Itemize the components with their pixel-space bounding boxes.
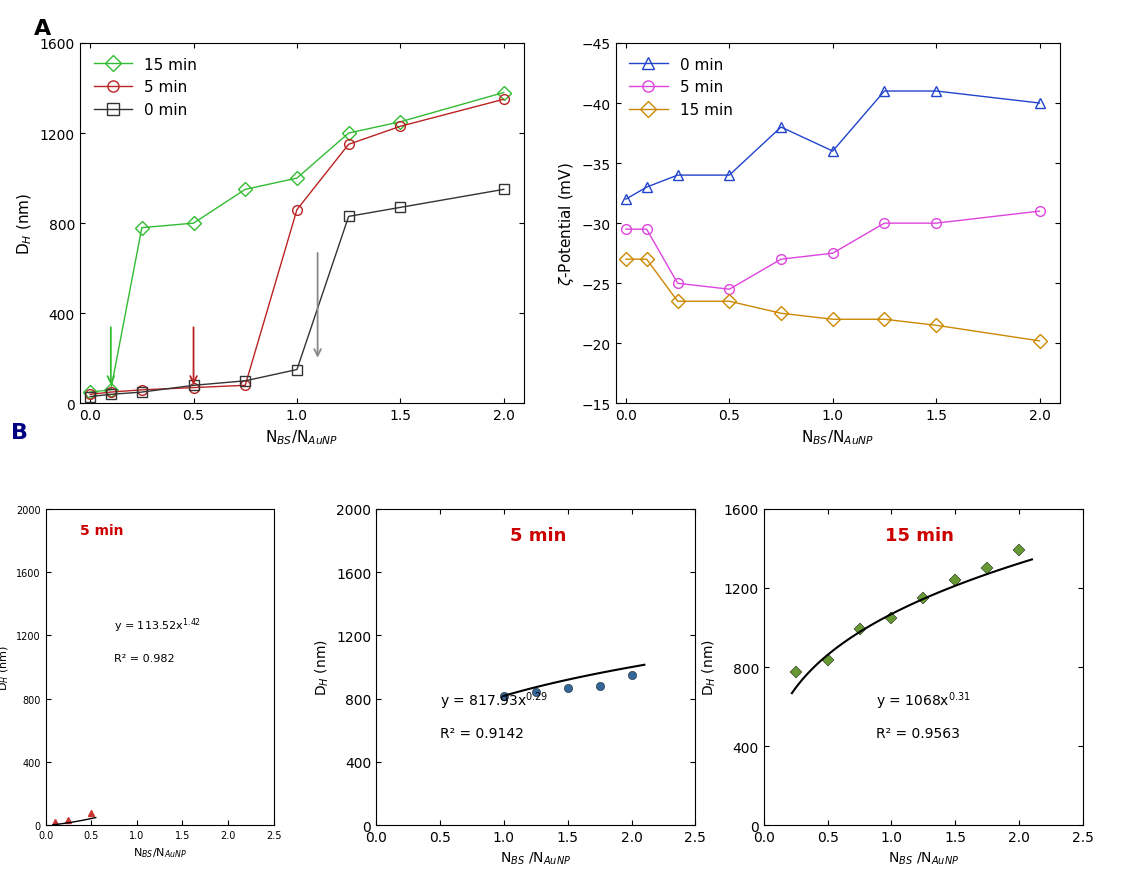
Text: 5 min: 5 min: [511, 527, 567, 545]
0 min: [497, 185, 511, 196]
X-axis label: N$_{BS}$/N$_{AuNP}$: N$_{BS}$/N$_{AuNP}$: [266, 428, 339, 447]
5 min: [723, 284, 736, 295]
15 min: [878, 314, 891, 325]
Text: y = 113.52x$^{1.42}$: y = 113.52x$^{1.42}$: [114, 616, 201, 635]
Text: y = 817.93x$^{0.29}$: y = 817.93x$^{0.29}$: [440, 689, 548, 711]
5 min: [83, 390, 97, 400]
0 min: [238, 376, 252, 386]
0 min: [290, 365, 303, 376]
5 min: [135, 385, 148, 396]
15 min: [640, 255, 653, 265]
0 min: [83, 392, 97, 402]
0 min: [104, 390, 117, 400]
Line: 5 min: 5 min: [621, 207, 1044, 295]
5 min: [1033, 206, 1047, 217]
0 min: [929, 87, 943, 97]
5 min: [238, 381, 252, 392]
5 min: [497, 95, 511, 105]
0 min: [878, 87, 891, 97]
Y-axis label: D$_H$ (nm): D$_H$ (nm): [16, 193, 34, 255]
0 min: [619, 195, 633, 205]
X-axis label: N$_{BS}$/N$_{AuNP}$: N$_{BS}$/N$_{AuNP}$: [132, 846, 187, 860]
0 min: [774, 123, 788, 133]
15 min: [290, 174, 303, 184]
5 min: [342, 140, 356, 150]
0 min: [342, 212, 356, 222]
Line: 15 min: 15 min: [86, 89, 508, 398]
5 min: [878, 219, 891, 229]
5 min: [640, 225, 653, 235]
Text: A: A: [34, 19, 51, 40]
X-axis label: N$_{BS}$/N$_{AuNP}$: N$_{BS}$/N$_{AuNP}$: [801, 428, 874, 447]
Y-axis label: D$_H$ (nm): D$_H$ (nm): [314, 639, 331, 695]
Text: 5 min: 5 min: [80, 523, 123, 537]
Legend: 0 min, 5 min, 15 min: 0 min, 5 min, 15 min: [624, 52, 739, 124]
0 min: [723, 170, 736, 181]
Y-axis label: D$_H$ (nm): D$_H$ (nm): [701, 639, 718, 695]
15 min: [825, 314, 839, 325]
15 min: [929, 320, 943, 331]
0 min: [393, 203, 407, 213]
5 min: [104, 387, 117, 398]
15 min: [1033, 336, 1047, 347]
Y-axis label: $\zeta$-Potential (mV): $\zeta$-Potential (mV): [557, 162, 576, 285]
15 min: [670, 297, 684, 307]
15 min: [393, 118, 407, 128]
5 min: [290, 205, 303, 216]
15 min: [104, 385, 117, 396]
Y-axis label: D$_H$ (nm): D$_H$ (nm): [0, 644, 10, 690]
Text: R² = 0.9563: R² = 0.9563: [876, 726, 960, 740]
15 min: [723, 297, 736, 307]
15 min: [135, 223, 148, 234]
X-axis label: N$_{BS}$ /N$_{AuNP}$: N$_{BS}$ /N$_{AuNP}$: [500, 850, 571, 866]
5 min: [393, 122, 407, 133]
5 min: [670, 278, 684, 289]
0 min: [825, 147, 839, 157]
15 min: [774, 308, 788, 319]
Text: 15 min: 15 min: [885, 527, 954, 545]
0 min: [670, 170, 684, 181]
Legend: 15 min, 5 min, 0 min: 15 min, 5 min, 0 min: [88, 52, 203, 124]
15 min: [497, 88, 511, 98]
Text: R² = 0.9142: R² = 0.9142: [440, 726, 524, 740]
Line: 5 min: 5 min: [86, 96, 508, 399]
0 min: [1033, 98, 1047, 109]
15 min: [187, 219, 201, 229]
15 min: [238, 185, 252, 196]
15 min: [619, 255, 633, 265]
Text: R² = 0.982: R² = 0.982: [114, 653, 174, 663]
5 min: [619, 225, 633, 235]
5 min: [187, 383, 201, 393]
Line: 0 min: 0 min: [621, 87, 1044, 205]
Text: B: B: [11, 423, 28, 443]
X-axis label: N$_{BS}$ /N$_{AuNP}$: N$_{BS}$ /N$_{AuNP}$: [888, 850, 959, 866]
15 min: [83, 387, 97, 398]
0 min: [135, 387, 148, 398]
Line: 15 min: 15 min: [621, 255, 1044, 346]
0 min: [187, 381, 201, 392]
0 min: [640, 183, 653, 193]
5 min: [929, 219, 943, 229]
5 min: [825, 248, 839, 259]
5 min: [774, 255, 788, 265]
Line: 0 min: 0 min: [86, 185, 508, 402]
15 min: [342, 129, 356, 140]
Text: y = 1068x$^{0.31}$: y = 1068x$^{0.31}$: [876, 689, 970, 711]
